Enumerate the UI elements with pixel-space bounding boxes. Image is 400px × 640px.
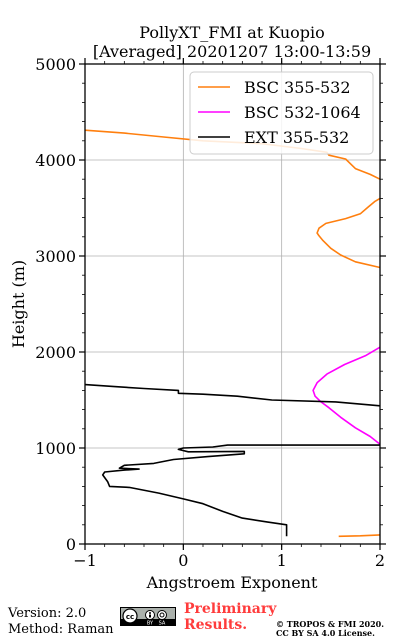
y-tick-label: 3000 <box>35 247 76 266</box>
x-tick-label: 0 <box>178 551 188 570</box>
method-text: Method: Raman <box>8 622 114 637</box>
y-tick-label: 2000 <box>35 343 76 362</box>
legend-label-ext-355-532: EXT 355-532 <box>244 128 349 147</box>
legend-label-bsc-532-1064: BSC 532-1064 <box>244 103 361 122</box>
angstroem-chart: PollyXT_FMI at Kuopio [Averaged] 2020120… <box>9 23 386 592</box>
svg-text:BY: BY <box>147 621 154 626</box>
series-line-bsc-355-532 <box>84 129 381 538</box>
y-tick-label: 5000 <box>35 55 76 74</box>
x-tick-label: 2 <box>375 551 385 570</box>
svg-text:cc: cc <box>126 613 134 621</box>
series-line-bsc-532-1064 <box>312 346 381 445</box>
svg-text:SA: SA <box>159 621 166 626</box>
copyright-notice: © TROPOS & FMI 2020. CC BY SA 4.0 Licens… <box>276 620 384 638</box>
plot-frame <box>84 63 381 545</box>
x-axis-label: Angstroem Exponent <box>146 573 318 592</box>
series-line-ext-355-532 <box>84 383 381 537</box>
y-tick-label: 0 <box>66 535 76 554</box>
cc-license-badge: cc BY SA <box>120 607 176 626</box>
y-axis-label: Height (m) <box>9 260 28 348</box>
preliminary-notice: Preliminary Results. <box>184 601 277 633</box>
legend-box <box>189 71 374 155</box>
y-tick-label: 1000 <box>35 439 76 458</box>
chart-subtitle: [Averaged] 20201207 13:00-13:59 <box>93 42 371 61</box>
version-text: Version: 2.0 <box>8 606 87 621</box>
x-tick-label: −1 <box>73 551 97 570</box>
copyright-line-2: CC BY SA 4.0 License. <box>276 628 375 638</box>
copyright-line-1: © TROPOS & FMI 2020. <box>276 619 385 629</box>
x-tick-label: 1 <box>277 551 287 570</box>
y-tick-label: 4000 <box>35 151 76 170</box>
chart-title: PollyXT_FMI at Kuopio <box>139 23 325 42</box>
legend-label-bsc-355-532: BSC 355-532 <box>244 78 351 97</box>
sa-icon <box>157 610 167 620</box>
cc-icon <box>122 608 138 624</box>
series-layer <box>84 129 381 538</box>
legend: BSC 355-532 BSC 532-1064 EXT 355-532 <box>189 71 374 155</box>
